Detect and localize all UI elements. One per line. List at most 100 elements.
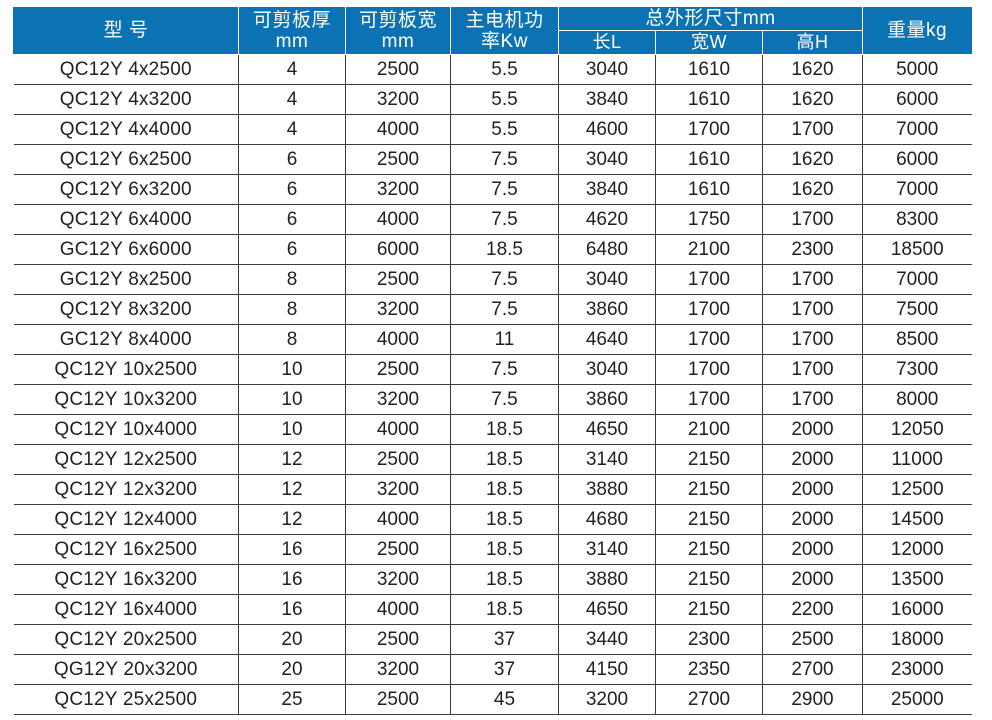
cell-height: 2300 <box>762 234 863 265</box>
cell-plate-thickness: 8 <box>238 324 346 355</box>
cell-motor-power: 7.5 <box>450 264 559 295</box>
cell-motor-power: 7.5 <box>450 174 559 205</box>
cell-width: 1700 <box>655 384 763 415</box>
cell-plate-thickness: 10 <box>238 354 346 385</box>
cell-motor-power: 37 <box>450 624 559 655</box>
table-row: QC12Y 8x3200 8 3200 7.5 3860 1700 1700 7500 <box>13 294 972 325</box>
cell-height: 1620 <box>762 84 863 115</box>
cell-model: QC12Y 16x2500 <box>13 534 239 565</box>
cell-plate-thickness: 25 <box>238 684 346 715</box>
cell-weight: 7000 <box>862 174 972 205</box>
cell-weight: 7000 <box>862 114 972 145</box>
cell-length: 4600 <box>558 114 656 145</box>
cell-width: 1610 <box>655 54 763 85</box>
cell-width: 1700 <box>655 264 763 295</box>
cell-width: 2150 <box>655 534 763 565</box>
cell-motor-power: 18.5 <box>450 564 559 595</box>
cell-weight: 7000 <box>862 264 972 295</box>
machine-spec-table: 型 号 可剪板厚 mm 可剪板宽 mm <box>13 7 972 715</box>
cell-width: 2150 <box>655 504 763 535</box>
table-row: QC12Y 16x3200 16 3200 18.5 3880 2150 2000 13500 <box>13 564 972 595</box>
cell-plate-width: 3200 <box>345 564 451 595</box>
cell-motor-power: 18.5 <box>450 474 559 505</box>
cell-weight: 7500 <box>862 294 972 325</box>
cell-model: QC12Y 10x3200 <box>13 384 239 415</box>
cell-plate-thickness: 10 <box>238 414 346 445</box>
cell-width: 2150 <box>655 474 763 505</box>
cell-model: GC12Y 8x4000 <box>13 324 239 355</box>
table-row: QC12Y 12x4000 12 4000 18.5 4680 2150 2000 14500 <box>13 504 972 535</box>
column-header-motor-power: 主电机功 率Kw <box>450 7 559 55</box>
cell-model: GC12Y 8x2500 <box>13 264 239 295</box>
cell-weight: 25000 <box>862 684 972 715</box>
cell-weight: 5000 <box>862 54 972 85</box>
cell-width: 1700 <box>655 354 763 385</box>
column-header-plate-width: 可剪板宽 mm <box>345 7 451 55</box>
cell-plate-thickness: 12 <box>238 504 346 535</box>
cell-motor-power: 18.5 <box>450 444 559 475</box>
cell-plate-thickness: 8 <box>238 264 346 295</box>
cell-length: 3860 <box>558 384 656 415</box>
cell-plate-width: 3200 <box>345 474 451 505</box>
cell-length: 3040 <box>558 354 656 385</box>
column-header-width: 宽W <box>655 30 763 55</box>
cell-width: 2150 <box>655 444 763 475</box>
cell-plate-thickness: 6 <box>238 204 346 235</box>
column-header-model: 型 号 <box>13 7 239 55</box>
cell-length: 4640 <box>558 324 656 355</box>
cell-plate-width: 2500 <box>345 144 451 175</box>
cell-plate-thickness: 4 <box>238 114 346 145</box>
cell-height: 2900 <box>762 684 863 715</box>
column-header-plate-width-line1: 可剪板宽 <box>358 9 437 31</box>
cell-height: 1700 <box>762 264 863 295</box>
cell-width: 2100 <box>655 414 763 445</box>
cell-plate-width: 2500 <box>345 624 451 655</box>
table-row: QG12Y 20x3200 20 3200 37 4150 2350 2700 23000 <box>13 654 972 685</box>
cell-model: QC12Y 4x4000 <box>13 114 239 145</box>
cell-weight: 8500 <box>862 324 972 355</box>
cell-plate-width: 2500 <box>345 534 451 565</box>
cell-length: 4150 <box>558 654 656 685</box>
cell-model: QC12Y 8x3200 <box>13 294 239 325</box>
cell-motor-power: 7.5 <box>450 354 559 385</box>
cell-plate-width: 2500 <box>345 684 451 715</box>
table-row: QC12Y 10x4000 10 4000 18.5 4650 2100 2000 12050 <box>13 414 972 445</box>
column-header-weight-line1: 重量kg <box>886 20 948 42</box>
cell-model: QC12Y 10x4000 <box>13 414 239 445</box>
cell-weight: 18500 <box>862 234 972 265</box>
table-row: QC12Y 4x2500 4 2500 5.5 3040 1610 1620 5000 <box>13 54 972 85</box>
cell-model: QC12Y 12x4000 <box>13 504 239 535</box>
cell-model: QC12Y 16x3200 <box>13 564 239 595</box>
cell-plate-width: 4000 <box>345 324 451 355</box>
cell-plate-thickness: 10 <box>238 384 346 415</box>
table-row: QC12Y 6x3200 6 3200 7.5 3840 1610 1620 7000 <box>13 174 972 205</box>
table-row: QC12Y 6x2500 6 2500 7.5 3040 1610 1620 6000 <box>13 144 972 175</box>
cell-height: 2000 <box>762 474 863 505</box>
cell-motor-power: 7.5 <box>450 294 559 325</box>
cell-width: 2150 <box>655 564 763 595</box>
cell-length: 4650 <box>558 414 656 445</box>
cell-motor-power: 37 <box>450 654 559 685</box>
cell-weight: 13500 <box>862 564 972 595</box>
cell-plate-width: 2500 <box>345 54 451 85</box>
cell-plate-width: 4000 <box>345 504 451 535</box>
cell-length: 3040 <box>558 264 656 295</box>
cell-length: 3840 <box>558 174 656 205</box>
cell-height: 1620 <box>762 144 863 175</box>
cell-plate-thickness: 12 <box>238 444 346 475</box>
cell-model: QC12Y 20x2500 <box>13 624 239 655</box>
cell-length: 4650 <box>558 594 656 625</box>
cell-length: 3840 <box>558 84 656 115</box>
cell-weight: 8300 <box>862 204 972 235</box>
cell-width: 1700 <box>655 114 763 145</box>
cell-motor-power: 7.5 <box>450 144 559 175</box>
cell-plate-width: 4000 <box>345 204 451 235</box>
cell-weight: 18000 <box>862 624 972 655</box>
cell-height: 2700 <box>762 654 863 685</box>
cell-plate-thickness: 12 <box>238 474 346 505</box>
cell-weight: 11000 <box>862 444 972 475</box>
cell-height: 2000 <box>762 504 863 535</box>
cell-length: 3200 <box>558 684 656 715</box>
table-header: 型 号 可剪板厚 mm 可剪板宽 mm <box>13 7 972 55</box>
column-header-plate-thickness-line2: mm <box>275 31 309 52</box>
